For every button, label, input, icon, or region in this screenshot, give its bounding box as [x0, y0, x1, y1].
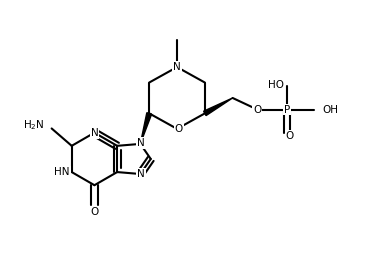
Text: OH: OH [322, 105, 338, 115]
Text: P: P [284, 105, 290, 115]
Text: HN: HN [54, 167, 70, 177]
Text: O: O [286, 131, 294, 141]
Text: O: O [90, 207, 99, 217]
Text: N: N [173, 62, 181, 72]
Text: N: N [137, 169, 145, 179]
Text: N: N [91, 128, 98, 138]
Polygon shape [204, 98, 232, 116]
Text: N: N [137, 138, 145, 148]
Text: O: O [253, 105, 262, 115]
Polygon shape [140, 113, 152, 144]
Text: O: O [175, 124, 183, 134]
Text: H$_2$N: H$_2$N [23, 119, 45, 132]
Text: HO: HO [268, 80, 284, 90]
